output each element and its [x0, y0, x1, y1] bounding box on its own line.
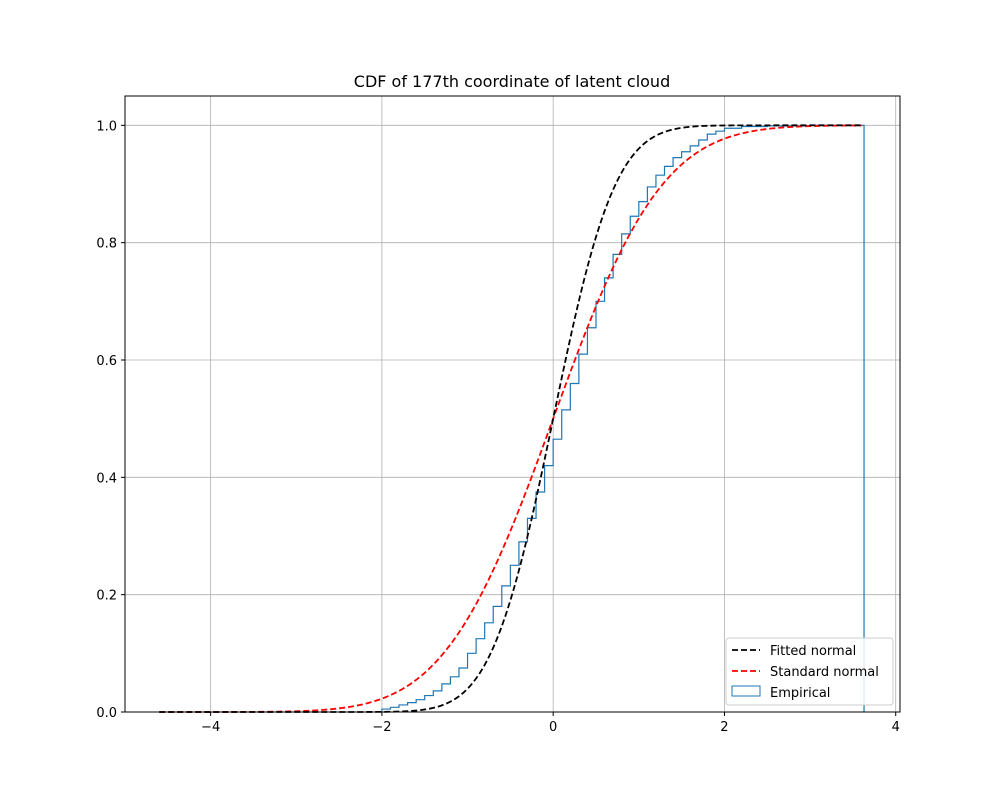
- x-tick-label: 0: [549, 720, 557, 735]
- y-tick-label: 0.4: [96, 471, 117, 486]
- legend: Fitted normal Standard normal Empirical: [725, 637, 894, 706]
- y-tick-label: 0.8: [96, 237, 117, 252]
- axis-ticks: −4 −2 0 2 4 0.0 0.2 0.4 0.6 0.8 1.0: [96, 119, 900, 735]
- plot-frame: [124, 95, 901, 713]
- x-tick-label: 2: [720, 720, 728, 735]
- x-tick-label: −4: [201, 720, 220, 735]
- y-tick-label: 0.2: [96, 589, 117, 604]
- legend-label-standard-normal: Standard normal: [770, 665, 879, 680]
- series-empirical: [381, 124, 865, 712]
- y-tick-label: 0.0: [96, 706, 117, 721]
- y-tick-label: 1.0: [96, 119, 117, 134]
- x-tick-label: 4: [892, 720, 900, 735]
- legend-label-empirical: Empirical: [770, 686, 830, 701]
- legend-swatch-empirical: [731, 685, 761, 697]
- y-tick-label: 0.6: [96, 354, 117, 369]
- legend-label-fitted-normal: Fitted normal: [770, 644, 856, 659]
- legend-box: [725, 637, 894, 706]
- x-tick-label: −2: [372, 720, 391, 735]
- chart-title: CDF of 177th coordinate of latent cloud: [354, 72, 670, 91]
